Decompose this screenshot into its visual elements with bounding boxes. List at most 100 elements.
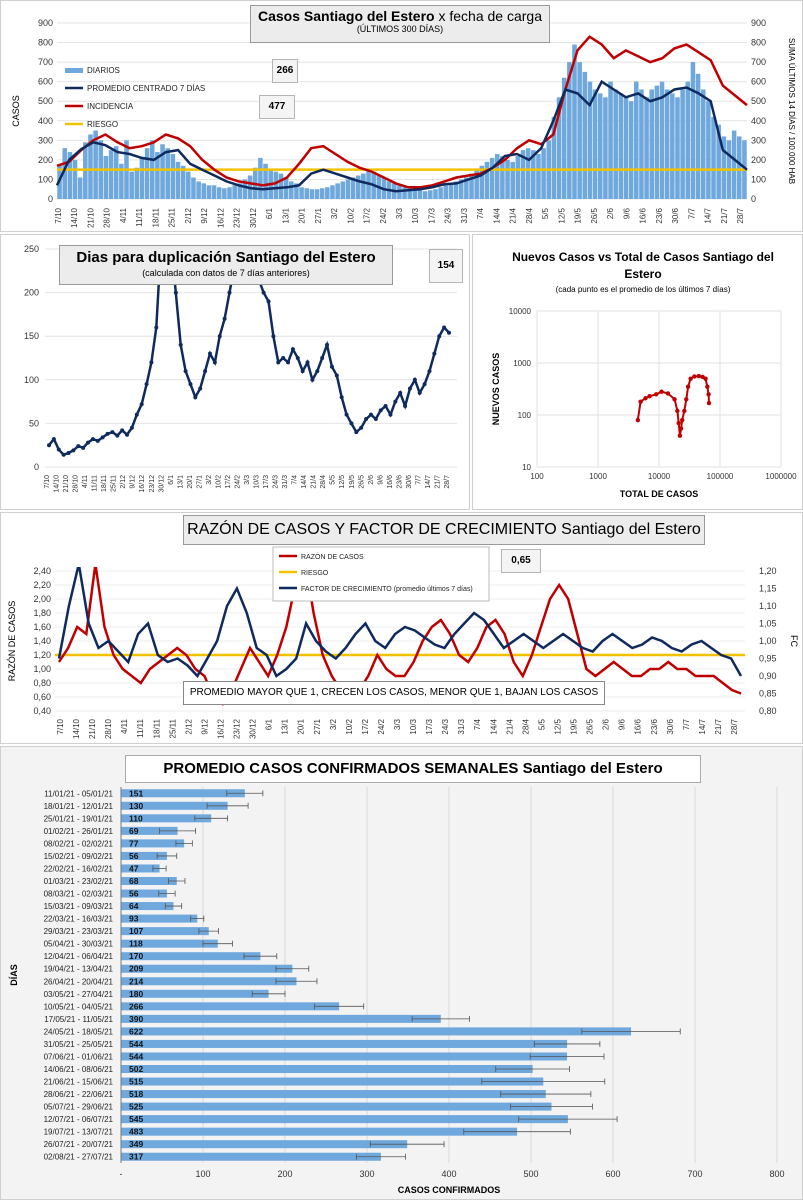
chart1-daily-bar <box>422 191 428 199</box>
chart1-daily-bar <box>464 177 469 199</box>
chart5-bar <box>121 1090 546 1099</box>
chart1-daily-bar <box>654 85 660 199</box>
chart2-point <box>295 356 300 360</box>
chart1-y-tick: 700 <box>38 57 53 67</box>
chart1-x-tick: 10/3 <box>411 207 420 223</box>
chart4-razon-line <box>57 567 742 706</box>
chart1-x-tick: 7/4 <box>476 207 485 219</box>
chart4-x-tick: 24/2 <box>377 718 386 734</box>
chart2-x-tick: 7/7 <box>415 475 422 485</box>
chart5-category-label: 08/02/21 - 02/02/21 <box>44 839 114 848</box>
chart1-x-tick: 21/7 <box>720 207 729 223</box>
chart1-daily-bar <box>443 185 449 199</box>
chart3-point <box>685 384 691 389</box>
chart1-subtitle: (ÚLTIMOS 300 DÍAS) <box>356 24 444 34</box>
chart2-x-tick: 6/1 <box>168 475 175 485</box>
chart1-x-tick: 16/6 <box>639 207 648 223</box>
chart5-bar <box>121 952 261 961</box>
chart1-daily-bar <box>510 161 515 199</box>
chart1-daily-bar <box>350 177 356 199</box>
chart1-x-tick: 3/3 <box>395 207 404 219</box>
chart1-daily-bar <box>273 171 279 199</box>
chart4-y2-tick: 0,80 <box>759 706 777 716</box>
chart5-bar <box>121 927 209 936</box>
chart5-category-label: 25/01/21 - 19/01/21 <box>44 814 114 823</box>
chart1-x-tick: 21/10 <box>86 207 95 228</box>
chart3-point <box>672 397 677 402</box>
chart4-y-tick: 1,20 <box>33 650 51 660</box>
chart5-bar <box>121 789 245 798</box>
chart1-y-tick: 800 <box>38 38 53 48</box>
chart1-x-tick: 28/7 <box>736 207 745 223</box>
chart1-x-tick: 18/11 <box>151 207 160 227</box>
chart5-bar <box>121 1052 568 1061</box>
chart2-point <box>193 395 198 400</box>
chart2-point <box>110 430 115 435</box>
chart4-y-tick: 0,40 <box>33 706 51 716</box>
chart4-x-tick: 9/12 <box>200 718 209 734</box>
chart2-point <box>359 425 364 430</box>
chart2-x-tick: 30/12 <box>158 475 165 493</box>
chart1-x-tick: 14/7 <box>704 207 713 223</box>
chart5-x-tick: 700 <box>687 1169 702 1179</box>
chart1-daily-bar <box>160 144 165 199</box>
chart1-daily-bar <box>489 157 495 199</box>
chart1-x-tick: 26/5 <box>590 207 599 223</box>
chart1-daily-bar <box>567 62 572 199</box>
chart5-category-label: 18/01/21 - 12/01/21 <box>44 802 114 811</box>
chart1-daily-bar <box>634 81 639 199</box>
chart1-daily-bar <box>592 89 598 199</box>
chart5-bar <box>121 1127 518 1136</box>
chart2-point <box>120 428 125 433</box>
chart4-x-tick: 11/11 <box>136 718 145 737</box>
chart2-x-tick: 28/10 <box>73 475 80 493</box>
chart5-category-label: 21/06/21 - 15/06/21 <box>44 1078 114 1087</box>
chart5-value-label: 390 <box>129 1014 143 1024</box>
chart5-category-label: 11/01/21 - 05/01/21 <box>44 789 113 798</box>
chart1-x-tick: 3/2 <box>330 207 339 219</box>
chart5-bar <box>121 1140 408 1149</box>
chart5-value-label: 544 <box>129 1039 143 1049</box>
chart2-x-tick: 9/6 <box>377 475 384 485</box>
chart2-panel: 0 50 100 150 200 250 7/10 14/10 21/10 28/10 4/11 11… <box>0 234 470 510</box>
chart1-daily-bar <box>103 155 109 199</box>
chart5-category-label: 12/04/21 - 06/04/21 <box>44 952 114 961</box>
chart1-daily-bar <box>216 187 222 199</box>
chart1-daily-bar <box>330 185 335 199</box>
chart2-x-tick: 14/4 <box>301 475 308 489</box>
chart1-daily-bar <box>664 89 670 199</box>
chart3-point <box>675 408 680 414</box>
chart2-point <box>76 444 81 449</box>
chart1-x-tick: 19/5 <box>574 207 583 223</box>
chart5-value-label: 180 <box>129 989 143 999</box>
chart1-daily-bar <box>525 148 531 199</box>
chart5-svg: - 100 200 300 400 500 600 700 800 11/01/21 - 05/0… <box>9 787 785 1195</box>
chart2-point <box>217 334 222 339</box>
chart1-daily-bar <box>289 181 294 199</box>
chart1-legend-label: RIESGO <box>87 120 118 129</box>
chart1-value-box-1: 266 <box>272 59 298 83</box>
chart4-y2-tick: 1,15 <box>759 584 777 594</box>
chart3-x-tick: 100000 <box>707 472 734 481</box>
chart5-bar <box>121 1027 632 1036</box>
chart2-x-tick: 4/11 <box>82 475 89 488</box>
chart4-y-tick: 0,80 <box>33 678 51 688</box>
chart5-bar <box>121 1002 340 1011</box>
chart2-x-tick: 26/5 <box>358 475 365 489</box>
chart2-x-tick: 14/10 <box>54 475 61 493</box>
chart1-daily-bar <box>119 163 124 199</box>
chart5-category-label: 01/02/21 - 26/01/21 <box>44 827 114 836</box>
chart3-x-tick: 1000 <box>589 472 607 481</box>
chart1-daily-bar <box>412 189 418 199</box>
chart2-x-tick: 28/4 <box>320 475 327 489</box>
chart5-bar <box>121 1102 552 1111</box>
chart1-y2-tick: 700 <box>751 57 766 67</box>
chart5-category-label: 15/03/21 - 09/03/21 <box>44 902 114 911</box>
chart2-point <box>412 377 417 382</box>
chart1-daily-bar <box>186 171 191 199</box>
chart4-legend-box <box>272 546 490 602</box>
chart1-daily-bar <box>474 169 479 199</box>
chart1-daily-bar <box>618 93 624 199</box>
chart2-point <box>437 334 442 339</box>
chart1-daily-bar <box>180 165 186 199</box>
